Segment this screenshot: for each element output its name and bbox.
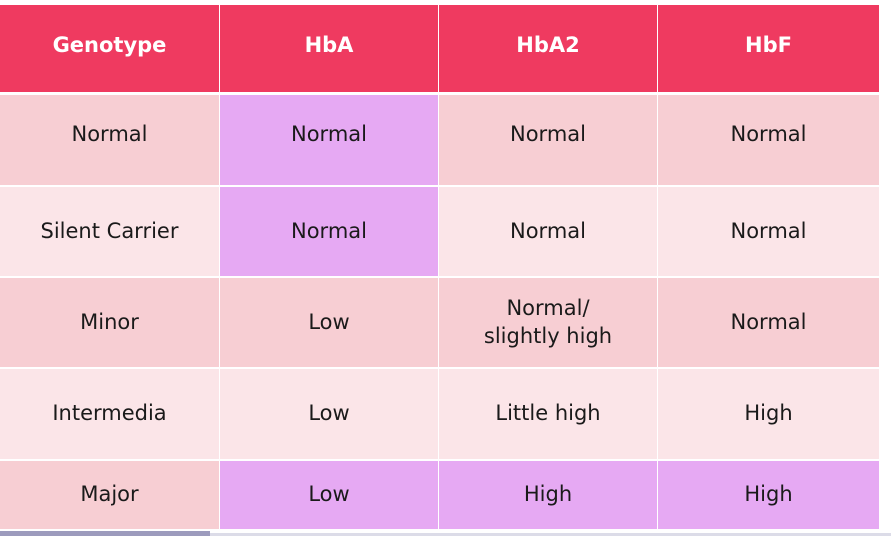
cell-genotype-normal: Normal [0,95,220,187]
header-hba: HbA [220,5,439,95]
header-hbf: HbF [658,5,879,95]
cell-hba2-silent-carrier: Normal [439,187,658,278]
cell-hbf-intermedia: High [658,369,879,461]
genotype-table: Genotype HbA HbA2 HbF Normal Normal Norm… [0,5,879,536]
cell-hbf-minor: Normal [658,278,879,369]
cell-hba2-normal: Normal [439,95,658,187]
cell-genotype-intermedia: Intermedia [0,369,220,461]
cell-hba2-major: High [439,461,658,531]
cell-hbf-silent-carrier: Normal [658,187,879,278]
cell-genotype-major: Major [0,461,220,531]
horizontal-scrollbar-thumb[interactable] [0,531,210,536]
cell-hba2-intermedia: Little high [439,369,658,461]
cell-hba2-minor: Normal/ slightly high [439,278,658,369]
cell-hbf-major: High [658,461,879,531]
horizontal-scrollbar-track[interactable] [210,533,891,536]
cell-hba-minor: Low [220,278,439,369]
cell-genotype-silent-carrier: Silent Carrier [0,187,220,278]
header-hba2: HbA2 [439,5,658,95]
cell-hbf-normal: Normal [658,95,879,187]
cell-hba-silent-carrier: Normal [220,187,439,278]
cell-hba-major: Low [220,461,439,531]
header-genotype: Genotype [0,5,220,95]
cell-genotype-minor: Minor [0,278,220,369]
cell-hba-normal: Normal [220,95,439,187]
cell-hba-intermedia: Low [220,369,439,461]
